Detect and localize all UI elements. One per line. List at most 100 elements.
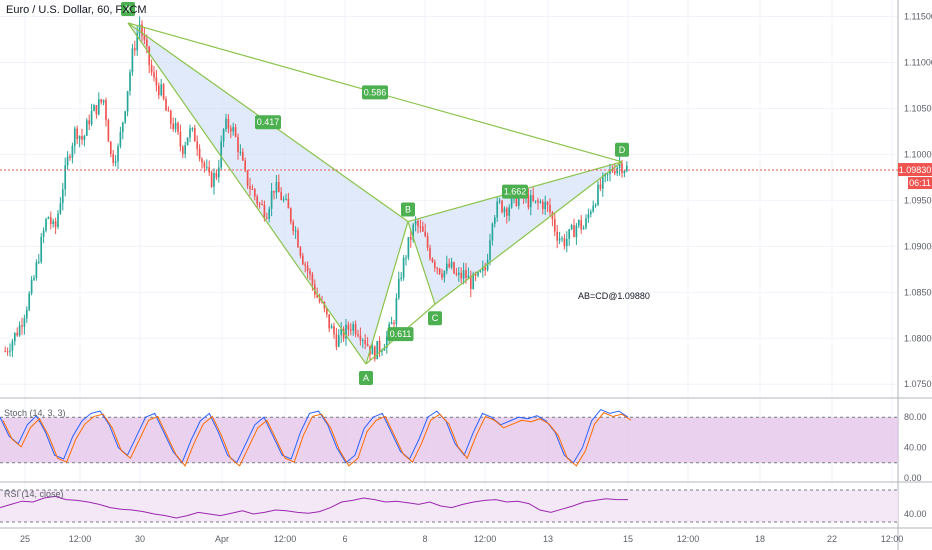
candle-body: [444, 271, 446, 278]
candle-body: [537, 201, 539, 203]
ratio-label: 1.662: [504, 187, 527, 197]
candle-body: [468, 276, 470, 278]
candle-body: [196, 141, 198, 148]
price-tick-label: 1.10000: [904, 149, 932, 159]
candle-body: [451, 262, 453, 267]
candle-body: [458, 273, 460, 275]
time-tick-label: 12:00: [677, 534, 700, 544]
candle-body: [544, 202, 546, 209]
candle-body: [280, 192, 282, 200]
candle-body: [21, 325, 23, 326]
candle-body: [429, 248, 431, 259]
candle-body: [93, 105, 95, 111]
candle-body: [160, 84, 162, 95]
candle-body: [535, 201, 537, 202]
candle-body: [393, 323, 395, 324]
candle-body: [7, 351, 9, 352]
candle-body: [276, 182, 278, 193]
time-tick-label: 22: [827, 534, 837, 544]
candle-body: [242, 152, 244, 160]
time-tick-label: 30: [135, 534, 145, 544]
candle-body: [540, 202, 542, 203]
candle-body: [456, 273, 458, 275]
candle-body: [81, 136, 83, 140]
candle-body: [271, 191, 273, 209]
candle-body: [312, 274, 314, 284]
candle-body: [108, 120, 110, 142]
candle-body: [549, 205, 551, 213]
candle-body: [38, 262, 40, 263]
pattern-point-label: C: [432, 313, 439, 323]
candle-body: [264, 205, 266, 218]
candle-body: [117, 146, 119, 161]
candle-body: [204, 163, 206, 168]
candle-body: [542, 202, 544, 209]
candle-body: [40, 237, 42, 262]
candle-body: [600, 185, 602, 189]
candle-body: [530, 195, 532, 207]
price-tick-label: 1.10500: [904, 103, 932, 113]
candle-body: [561, 238, 563, 239]
time-tick-label: 25: [20, 534, 30, 544]
candle-body: [400, 278, 402, 279]
candle-body: [36, 262, 38, 278]
candle-body: [124, 111, 126, 122]
candle-body: [144, 36, 146, 40]
candle-body: [585, 218, 587, 227]
candle-body: [244, 160, 246, 170]
candle-body: [484, 267, 486, 270]
candle-body: [192, 128, 194, 129]
candle-body: [62, 189, 64, 203]
candle-body: [86, 120, 88, 135]
pattern-point-label: B: [405, 205, 411, 215]
candle-body: [448, 264, 450, 268]
candle-body: [98, 99, 100, 114]
candle-body: [427, 236, 429, 248]
candle-body: [408, 237, 410, 258]
candle-body: [151, 65, 153, 72]
candle-body: [74, 129, 76, 146]
candle-body: [247, 170, 249, 186]
candle-body: [398, 279, 400, 298]
candle-body: [376, 341, 378, 359]
candle-body: [331, 326, 333, 328]
time-tick-label: 18: [755, 534, 765, 544]
candle-body: [571, 225, 573, 229]
candle-body: [350, 330, 352, 331]
candle-body: [127, 91, 129, 111]
candle-body: [148, 46, 150, 64]
candle-body: [252, 189, 254, 190]
candle-body: [50, 217, 52, 224]
candle-body: [100, 99, 102, 102]
candle-body: [19, 325, 21, 335]
candle-body: [434, 262, 436, 268]
rsi-band: [0, 490, 898, 522]
candle-body: [547, 202, 549, 205]
candle-body: [403, 258, 405, 278]
candle-body: [156, 77, 158, 85]
candle-body: [607, 174, 609, 175]
candle-body: [494, 218, 496, 224]
ratio-label: 0.417: [257, 117, 280, 127]
candle-body: [492, 224, 494, 241]
candle-body: [592, 206, 594, 212]
ratio-label: 0.611: [390, 329, 412, 339]
candle-body: [84, 136, 86, 140]
candle-body: [170, 111, 172, 124]
candle-body: [360, 336, 362, 341]
candle-body: [499, 201, 501, 202]
candle-body: [64, 165, 66, 189]
candle-body: [163, 84, 165, 99]
candle-body: [501, 201, 503, 212]
candle-body: [463, 270, 465, 278]
candle-body: [446, 264, 448, 271]
candle-body: [12, 341, 14, 350]
candle-body: [288, 199, 290, 209]
candle-body: [508, 208, 510, 216]
candle-body: [199, 149, 201, 159]
candle-body: [496, 202, 498, 218]
candle-body: [588, 214, 590, 218]
candle-body: [372, 347, 374, 355]
candle-body: [67, 156, 69, 165]
